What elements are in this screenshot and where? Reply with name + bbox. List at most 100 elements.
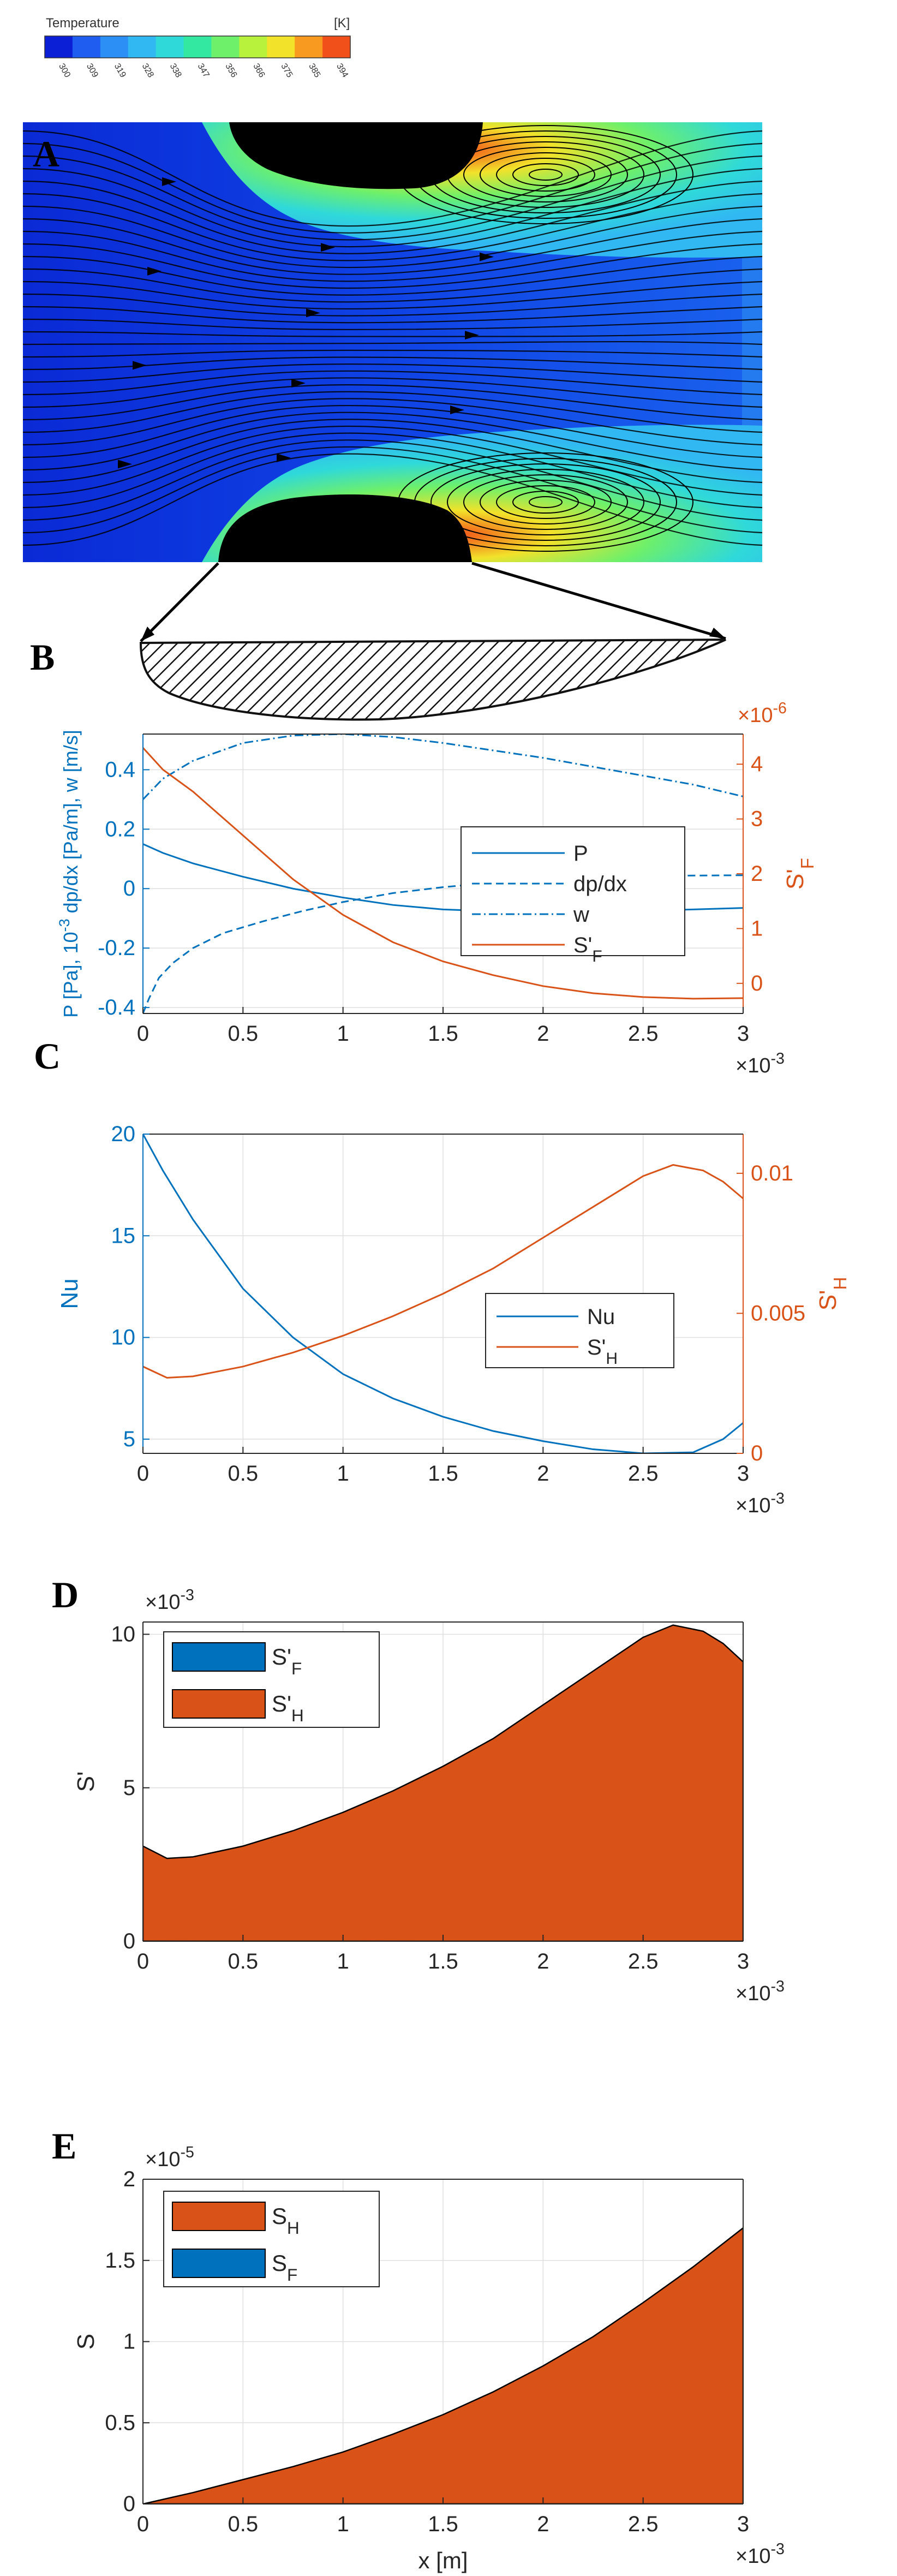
- colorbar-tick-label: 338: [168, 62, 183, 80]
- legend-label: SH: [272, 2203, 300, 2238]
- x-tick-label: 2.5: [628, 1949, 659, 1973]
- colorbar-cell: [322, 36, 351, 58]
- streamline: [22, 419, 763, 484]
- vortex-ring: [430, 463, 661, 541]
- colorbar-cell: [183, 36, 212, 58]
- vortex-ring: [463, 474, 628, 530]
- y-tick-label: 10: [111, 1623, 136, 1647]
- colorbar-cell: [156, 36, 184, 58]
- y-tick-label: 10: [111, 1326, 136, 1350]
- y-axis-label: S': [73, 1772, 99, 1792]
- y-tick-label: 2: [123, 2167, 135, 2191]
- streamline: [22, 293, 763, 317]
- colorbar-tick-label: 366: [251, 62, 266, 80]
- vortex-ring: [512, 491, 579, 514]
- y-tick-label: 5: [123, 1427, 135, 1451]
- colorbar-unit: [K]: [334, 16, 350, 31]
- colorbar-tick-label: 356: [223, 62, 238, 80]
- x-tick-label: 1.5: [428, 1949, 458, 1973]
- x-tick-label: 0.5: [228, 1462, 259, 1486]
- panel-b-chart: 0 0.5 1 1.5 2 2.5 3 ×10-3 -0.4 -0.2 0 0.2 0.4 0 1 2 3 4 ×1…: [56, 700, 817, 1077]
- streamline: [22, 142, 763, 234]
- x-tick-label: 3: [737, 1022, 749, 1046]
- bottom-obstacle: [218, 494, 472, 562]
- y2-tick-label: 3: [751, 807, 763, 831]
- y-tick-label: 5: [123, 1776, 135, 1800]
- colorbar-cell: [267, 36, 295, 58]
- legend-box: [485, 1293, 674, 1368]
- x-tick-label: 0: [137, 1022, 149, 1046]
- x-tick-label: 2: [537, 1949, 549, 1973]
- legend-label: S'F: [573, 933, 602, 965]
- y2-tick-label: 0: [751, 971, 763, 995]
- panel-letter-e: E: [52, 2125, 76, 2167]
- colorbar-tick-label: 328: [140, 62, 156, 80]
- streamline: [22, 446, 763, 534]
- x-tick-label: 1: [337, 1949, 349, 1973]
- streamline: [22, 432, 763, 509]
- x-tick-label: 3: [737, 1949, 749, 1973]
- y-axis-label: P [Pa], 10-3 dp/dx [Pa/m], w [m/s]: [56, 730, 82, 1018]
- x-axis-exponent: ×10-3: [735, 1490, 785, 1517]
- y2-tick-label: 0.005: [751, 1301, 805, 1325]
- x-tick-label: 0: [137, 1949, 149, 1973]
- flow-arrow: [118, 460, 132, 469]
- x-tick-label: 1: [337, 2512, 349, 2536]
- x-axis-exponent: ×10-3: [735, 1978, 785, 2005]
- x-tick-label: 0.5: [228, 1949, 259, 1973]
- panel-c-chart: 0 0.5 1 1.5 2 2.5 3 ×10-3 5 10 15 20 0 0.005 0.01 S'H Nu…: [56, 1122, 850, 1517]
- streamline: [22, 255, 763, 296]
- panel-letter-c: C: [34, 1035, 61, 1077]
- streamline: [22, 193, 763, 261]
- y-axis-label: S: [73, 2334, 99, 2350]
- x-tick-label: 2.5: [628, 2512, 659, 2536]
- legend-label: dp/dx: [573, 872, 627, 896]
- streamline: [22, 370, 763, 396]
- streamline: [22, 168, 763, 248]
- x-tick-label: 2: [537, 2512, 549, 2536]
- vortex-ring: [447, 469, 644, 535]
- x-axis-exponent: ×10-3: [735, 2541, 785, 2568]
- colorbar-title: Temperature: [46, 16, 119, 31]
- vortex-ring: [414, 458, 677, 546]
- area-sph: [143, 1624, 743, 1941]
- series-line-sf: [143, 747, 743, 1000]
- legend-label: SF: [272, 2250, 297, 2285]
- streamline: [22, 412, 763, 471]
- flow-arrow: [465, 331, 479, 340]
- x-tick-label: 1: [337, 1022, 349, 1046]
- flow-arrow: [291, 378, 306, 387]
- y-axis-exponent: ×10-5: [145, 2144, 194, 2171]
- x-axis-exponent: ×10-3: [735, 1050, 785, 1077]
- colorbar-tick-label: 319: [112, 62, 128, 80]
- flow-arrow: [321, 243, 335, 252]
- area-sh: [143, 2227, 743, 2504]
- zoom-line-right: [471, 562, 726, 640]
- legend-box: [461, 826, 685, 956]
- y-tick-label: 20: [111, 1122, 136, 1146]
- x-tick-label: 2.5: [628, 1022, 659, 1046]
- colorbar-frame: [44, 35, 351, 58]
- x-tick-label: 3: [737, 1462, 749, 1486]
- streamline: [22, 268, 763, 303]
- streamline: [22, 425, 763, 496]
- panel-letter-d: D: [52, 1574, 79, 1615]
- colorbar-cell: [45, 36, 73, 58]
- legend-label: S'H: [587, 1335, 618, 1368]
- series-group: [143, 1134, 743, 1453]
- x-tick-label: 1: [337, 1462, 349, 1486]
- legend-label: P: [573, 842, 588, 866]
- recirculation-vortices: [398, 125, 693, 552]
- y-tick-label: 15: [111, 1224, 136, 1248]
- series-line-w: [143, 734, 743, 800]
- y-axis-exponent: ×10-3: [145, 1587, 194, 1614]
- y-tick-label: 0: [123, 876, 135, 901]
- legend-label: S'F: [272, 1644, 302, 1678]
- flow-arrow: [480, 252, 494, 261]
- legend-swatch: [172, 2202, 266, 2231]
- y-tick-label: 0.4: [105, 758, 135, 782]
- y2-axis-exponent: ×10-6: [738, 700, 787, 727]
- panel-letter-b: B: [30, 636, 55, 678]
- streamline: [22, 155, 763, 241]
- vortex-ring: [447, 141, 644, 208]
